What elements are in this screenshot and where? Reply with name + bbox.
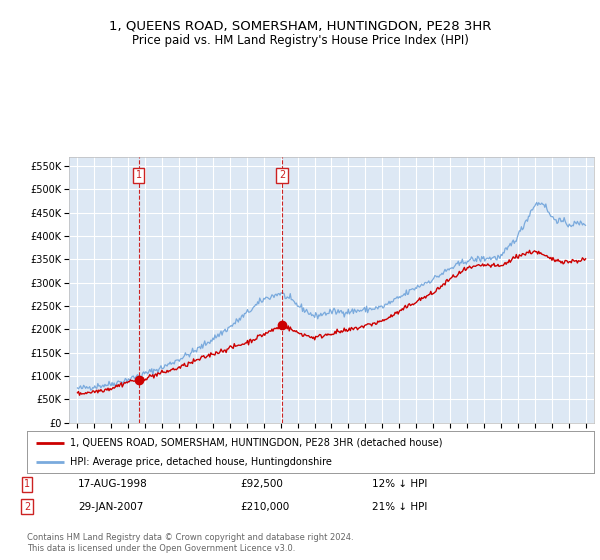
Text: Contains HM Land Registry data © Crown copyright and database right 2024.
This d: Contains HM Land Registry data © Crown c… (27, 533, 353, 553)
Text: 1: 1 (136, 170, 142, 180)
Text: 12% ↓ HPI: 12% ↓ HPI (372, 479, 427, 489)
Text: £92,500: £92,500 (240, 479, 283, 489)
Text: 1, QUEENS ROAD, SOMERSHAM, HUNTINGDON, PE28 3HR: 1, QUEENS ROAD, SOMERSHAM, HUNTINGDON, P… (109, 20, 491, 32)
Text: Price paid vs. HM Land Registry's House Price Index (HPI): Price paid vs. HM Land Registry's House … (131, 34, 469, 46)
Text: 17-AUG-1998: 17-AUG-1998 (78, 479, 148, 489)
Text: HPI: Average price, detached house, Huntingdonshire: HPI: Average price, detached house, Hunt… (70, 457, 331, 467)
Text: 2: 2 (279, 170, 285, 180)
Text: 1, QUEENS ROAD, SOMERSHAM, HUNTINGDON, PE28 3HR (detached house): 1, QUEENS ROAD, SOMERSHAM, HUNTINGDON, P… (70, 437, 442, 447)
Text: 21% ↓ HPI: 21% ↓ HPI (372, 502, 427, 512)
Text: 1: 1 (24, 479, 30, 489)
Text: £210,000: £210,000 (240, 502, 289, 512)
Text: 29-JAN-2007: 29-JAN-2007 (78, 502, 143, 512)
Text: 2: 2 (24, 502, 30, 512)
